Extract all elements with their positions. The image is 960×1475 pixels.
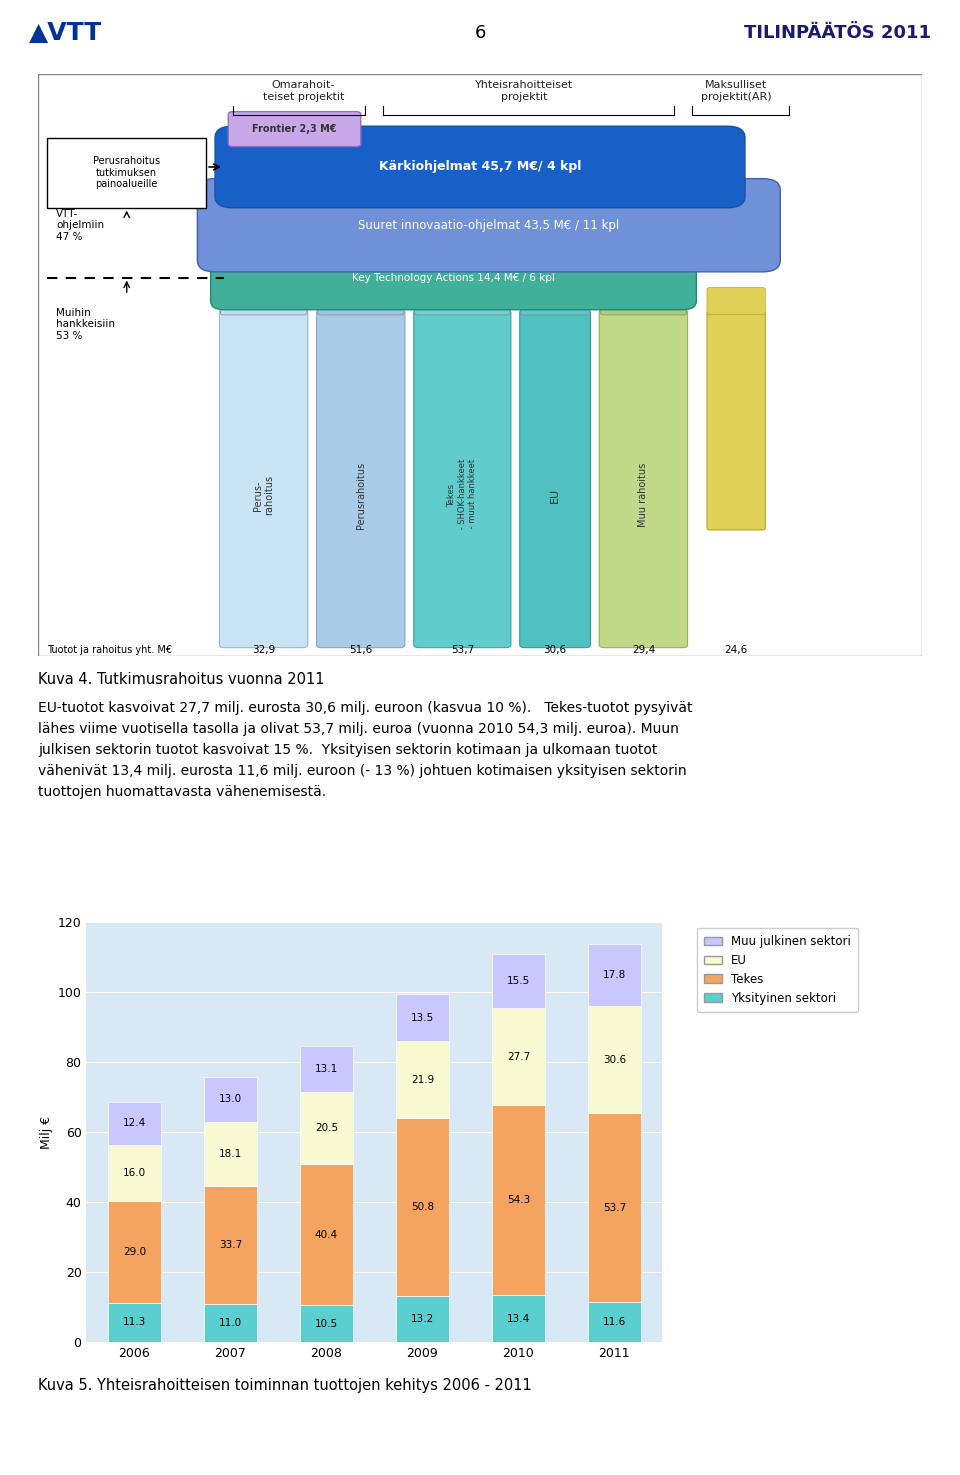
FancyBboxPatch shape — [221, 288, 307, 316]
FancyBboxPatch shape — [210, 246, 696, 310]
Text: 50.8: 50.8 — [411, 1202, 434, 1212]
Bar — [204, 1304, 256, 1342]
Bar — [108, 1102, 160, 1145]
FancyBboxPatch shape — [228, 112, 361, 146]
Text: Omarahoit-
teiset projektit: Omarahoit- teiset projektit — [263, 81, 344, 102]
Text: 21.9: 21.9 — [411, 1075, 434, 1084]
Text: 16.0: 16.0 — [123, 1168, 146, 1179]
Text: 30.6: 30.6 — [603, 1055, 626, 1065]
Text: EU-tuotot kasvoivat 27,7 milj. eurosta 30,6 milj. euroon (kasvua 10 %).   Tekes-: EU-tuotot kasvoivat 27,7 milj. eurosta 3… — [38, 701, 693, 799]
Text: 13.2: 13.2 — [411, 1314, 434, 1325]
Bar — [396, 994, 449, 1041]
Text: ▲VTT: ▲VTT — [29, 21, 102, 46]
Bar — [204, 1186, 256, 1304]
Text: 13.1: 13.1 — [315, 1063, 338, 1074]
Text: 53.7: 53.7 — [603, 1202, 626, 1212]
FancyBboxPatch shape — [318, 288, 404, 316]
Text: 40.4: 40.4 — [315, 1230, 338, 1239]
Text: Tekes
 - SHOK-hankkeet
 - muut hankkeet: Tekes - SHOK-hankkeet - muut hankkeet — [447, 459, 477, 532]
FancyBboxPatch shape — [220, 310, 308, 648]
Text: 53,7: 53,7 — [450, 645, 474, 655]
Legend: Muu julkinen sektori, EU, Tekes, Yksityinen sektori: Muu julkinen sektori, EU, Tekes, Yksityi… — [697, 928, 858, 1012]
FancyBboxPatch shape — [707, 288, 765, 314]
Bar — [588, 1301, 641, 1342]
Bar — [396, 1297, 449, 1342]
Text: 32,9: 32,9 — [252, 645, 276, 655]
Text: Tuotot ja rahoitus yht. M€: Tuotot ja rahoitus yht. M€ — [47, 645, 172, 655]
Text: 18.1: 18.1 — [219, 1149, 242, 1159]
Text: 29,4: 29,4 — [632, 645, 655, 655]
Text: 11.6: 11.6 — [603, 1317, 626, 1328]
Bar — [300, 1046, 353, 1092]
Bar — [588, 944, 641, 1006]
Text: 10.5: 10.5 — [315, 1319, 338, 1329]
Text: 29.0: 29.0 — [123, 1246, 146, 1257]
Text: 12.4: 12.4 — [123, 1118, 146, 1128]
Bar — [492, 1007, 545, 1105]
FancyBboxPatch shape — [317, 310, 405, 648]
Bar — [396, 1118, 449, 1297]
Bar — [492, 954, 545, 1007]
Bar — [396, 1041, 449, 1118]
Text: 33.7: 33.7 — [219, 1239, 242, 1249]
FancyBboxPatch shape — [707, 311, 765, 530]
Text: 13.5: 13.5 — [411, 1013, 434, 1022]
Bar — [204, 1122, 256, 1186]
Text: EU: EU — [550, 488, 560, 503]
Text: 13.4: 13.4 — [507, 1314, 530, 1323]
FancyBboxPatch shape — [414, 310, 511, 648]
FancyBboxPatch shape — [198, 178, 780, 271]
FancyBboxPatch shape — [599, 310, 687, 648]
Text: Kuva 4. Tutkimusrahoitus vuonna 2011: Kuva 4. Tutkimusrahoitus vuonna 2011 — [38, 671, 324, 687]
Text: Kuva 5. Yhteisrahoitteisen toiminnan tuottojen kehitys 2006 - 2011: Kuva 5. Yhteisrahoitteisen toiminnan tuo… — [38, 1378, 532, 1394]
Text: 15.5: 15.5 — [507, 976, 530, 985]
Text: 17.8: 17.8 — [603, 971, 626, 979]
Text: Muu rahoitus: Muu rahoitus — [638, 463, 648, 528]
Text: 13.0: 13.0 — [219, 1094, 242, 1105]
Bar — [204, 1077, 256, 1122]
Text: Muihin
hankkeisiin
53 %: Muihin hankkeisiin 53 % — [56, 308, 115, 341]
Text: 27.7: 27.7 — [507, 1052, 530, 1062]
FancyBboxPatch shape — [519, 310, 590, 648]
Text: 6: 6 — [474, 24, 486, 43]
Text: Key Technology Actions 14,4 M€ / 6 kpl: Key Technology Actions 14,4 M€ / 6 kpl — [352, 273, 555, 283]
FancyBboxPatch shape — [600, 288, 686, 316]
FancyBboxPatch shape — [415, 288, 510, 316]
Text: 54.3: 54.3 — [507, 1195, 530, 1205]
Text: Maksulliset
projektit(AR): Maksulliset projektit(AR) — [701, 81, 772, 102]
Bar — [588, 1114, 641, 1301]
Text: 20.5: 20.5 — [315, 1122, 338, 1133]
Text: 24,6: 24,6 — [725, 645, 748, 655]
Text: VTT-
ohjelmiin
47 %: VTT- ohjelmiin 47 % — [56, 208, 105, 242]
Bar — [108, 1145, 160, 1201]
FancyBboxPatch shape — [520, 288, 589, 316]
Bar — [492, 1295, 545, 1342]
Text: Perusrahoitus: Perusrahoitus — [356, 462, 366, 530]
Text: 30,6: 30,6 — [543, 645, 566, 655]
Text: 11.0: 11.0 — [219, 1319, 242, 1328]
Bar — [300, 1164, 353, 1305]
Bar — [300, 1305, 353, 1342]
Text: Suuret innovaatio-ohjelmat 43,5 M€ / 11 kpl: Suuret innovaatio-ohjelmat 43,5 M€ / 11 … — [358, 218, 619, 232]
Bar — [492, 1105, 545, 1295]
Y-axis label: Milj €: Milj € — [40, 1115, 54, 1149]
Bar — [47, 137, 206, 208]
Text: 11.3: 11.3 — [123, 1317, 146, 1328]
Text: Perusrahoitus
tutkimuksen
painoalueille: Perusrahoitus tutkimuksen painoalueille — [93, 156, 160, 189]
Bar — [108, 1302, 160, 1342]
Bar — [108, 1201, 160, 1302]
Bar — [300, 1092, 353, 1164]
Text: Frontier 2,3 M€: Frontier 2,3 M€ — [252, 124, 337, 134]
FancyBboxPatch shape — [215, 127, 745, 208]
Text: TILINPÄÄTÖS 2011: TILINPÄÄTÖS 2011 — [744, 24, 931, 43]
Bar — [588, 1006, 641, 1114]
Text: Yhteisrahoitteiset
projektit: Yhteisrahoitteiset projektit — [475, 81, 573, 102]
Text: Perus-
rahoitus: Perus- rahoitus — [252, 475, 275, 515]
Text: 51,6: 51,6 — [349, 645, 372, 655]
Text: Kärkiohjelmat 45,7 M€/ 4 kpl: Kärkiohjelmat 45,7 M€/ 4 kpl — [379, 161, 581, 174]
